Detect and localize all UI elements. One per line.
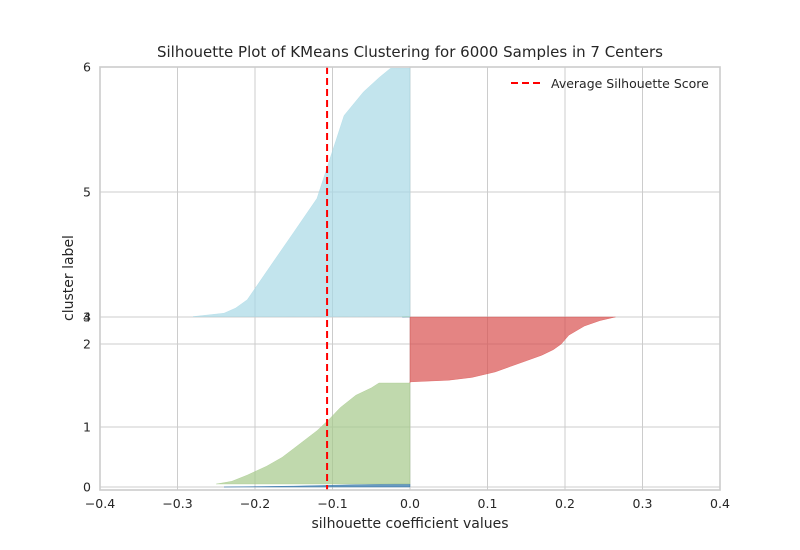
y-tick-label: 4 xyxy=(83,310,91,325)
legend-label-average: Average Silhouette Score xyxy=(551,76,709,91)
x-ticks: −0.4 −0.3 −0.2 −0.1 0.0 0.1 0.2 0.3 0.4 xyxy=(85,496,730,511)
y-ticks: 0 1 2 34 5 6 xyxy=(83,60,91,495)
cluster-area-1 xyxy=(216,382,411,485)
cluster-areas xyxy=(192,67,616,488)
y-tick-label: 0 xyxy=(83,480,91,495)
y-tick-label: 5 xyxy=(83,185,91,200)
y-axis-label: cluster label xyxy=(61,235,77,321)
x-tick-label: 0.0 xyxy=(400,496,420,511)
x-tick-label: 0.2 xyxy=(555,496,575,511)
x-tick-label: 0.3 xyxy=(633,496,653,511)
x-tick-label: −0.3 xyxy=(162,496,192,511)
x-tick-label: 0.1 xyxy=(478,496,498,511)
x-tick-label: −0.4 xyxy=(85,496,115,511)
plot-frame xyxy=(99,66,721,491)
y-tick-label: 1 xyxy=(83,420,91,435)
chart-title: Silhouette Plot of KMeans Clustering for… xyxy=(157,43,663,61)
y-tick-label: 6 xyxy=(83,60,91,75)
x-tick-label: −0.2 xyxy=(240,496,270,511)
x-tick-label: 0.4 xyxy=(710,496,730,511)
cluster-area-5 xyxy=(192,67,411,317)
y-tick-label: 3 xyxy=(83,310,91,325)
cluster-area-2 xyxy=(409,316,616,384)
x-tick-label: −0.1 xyxy=(317,496,347,511)
legend: Average Silhouette Score xyxy=(511,76,709,91)
y-tick-label: 2 xyxy=(83,337,91,352)
x-axis-label: silhouette coefficient values xyxy=(312,516,509,532)
